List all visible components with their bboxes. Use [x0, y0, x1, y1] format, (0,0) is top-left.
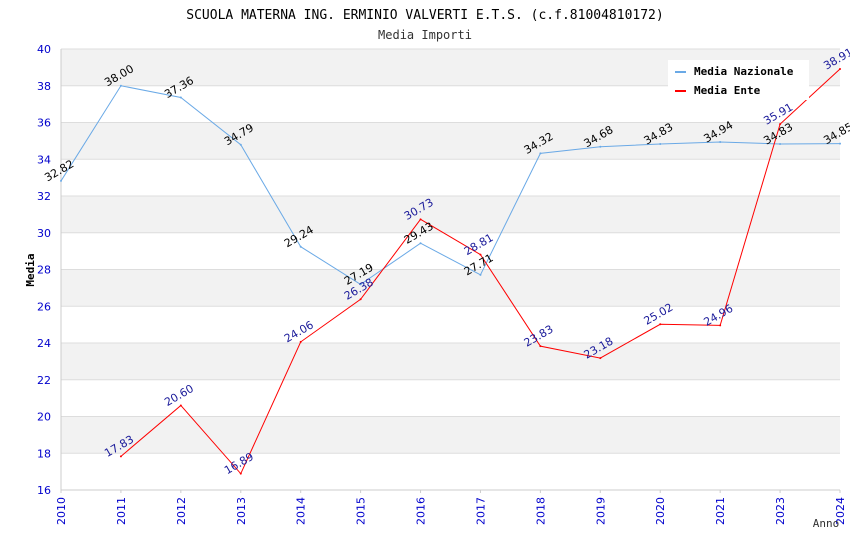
data-point-media-ente: [179, 404, 182, 407]
data-point-media-nazionale: [839, 142, 841, 145]
y-tick-label: 16: [37, 484, 51, 497]
y-tick-label: 24: [37, 337, 51, 350]
x-axis-ticks: 2010 2011 2012 2013 2014 2015 2016 2017 2018 2019…: [55, 490, 847, 525]
y-tick-label: 34: [37, 153, 51, 166]
data-point-media-nazionale: [179, 96, 182, 99]
data-point-media-ente: [659, 323, 662, 326]
data-point-media-ente: [119, 455, 122, 458]
data-point-media-nazionale: [779, 142, 782, 145]
data-point-media-ente: [479, 253, 482, 256]
legend: Media Nazionale Media Ente: [668, 60, 809, 100]
data-point-media-nazionale: [479, 273, 482, 276]
plot-band: [61, 343, 840, 380]
data-point-media-ente: [719, 324, 722, 327]
data-point-media-nazionale: [239, 143, 242, 146]
data-point-media-nazionale: [719, 140, 722, 143]
data-point-media-ente: [419, 218, 422, 221]
x-tick-label: 2012: [175, 497, 188, 525]
legend-box: [668, 60, 809, 100]
x-tick-label: 2018: [534, 497, 547, 525]
x-tick-label: 2011: [115, 497, 128, 525]
data-point-media-nazionale: [599, 145, 602, 148]
y-tick-label: 38: [37, 80, 51, 93]
x-tick-label: 2016: [415, 497, 428, 525]
plot-band: [61, 269, 840, 307]
y-tick-label: 32: [37, 190, 51, 203]
y-tick-label: 40: [37, 43, 51, 56]
y-tick-label: 30: [37, 227, 51, 240]
x-tick-label: 2013: [235, 497, 248, 525]
x-axis-label: Anno: [813, 517, 840, 530]
y-tick-label: 18: [37, 447, 51, 460]
y-tick-label: 28: [37, 264, 51, 277]
data-point-media-nazionale: [659, 142, 662, 145]
plot-band: [61, 196, 840, 233]
data-point-media-ente: [299, 340, 302, 343]
chart-subtitle: Media Importi: [378, 28, 472, 42]
x-tick-label: 2024: [834, 497, 847, 525]
legend-label-media-ente: Media Ente: [694, 84, 761, 97]
legend-label-media-nazionale: Media Nazionale: [694, 65, 794, 78]
x-tick-label: 2020: [654, 497, 667, 525]
data-point-media-ente: [539, 345, 542, 348]
y-tick-label: 22: [37, 374, 51, 387]
x-tick-label: 2023: [774, 497, 787, 525]
data-point-media-nazionale: [419, 242, 422, 245]
series-line-media-nazionale: [60, 85, 841, 285]
x-tick-label: 2017: [474, 497, 487, 525]
x-tick-label: 2015: [355, 497, 368, 525]
series-lines: [60, 68, 841, 475]
y-tick-label: 20: [37, 411, 51, 424]
data-point-media-ente: [599, 357, 602, 360]
x-tick-label: 2010: [55, 497, 68, 525]
x-tick-label: 2021: [714, 497, 727, 525]
y-tick-label: 26: [37, 300, 51, 313]
chart-title: SCUOLA MATERNA ING. ERMINIO VALVERTI E.T…: [186, 8, 663, 23]
x-tick-label: 2019: [594, 497, 607, 525]
data-point-media-nazionale: [359, 283, 362, 286]
data-point-media-ente: [779, 123, 782, 126]
data-point-media-nazionale: [119, 84, 122, 87]
data-point-media-ente: [839, 68, 841, 71]
plot-band: [61, 122, 840, 160]
y-axis-label: Media: [24, 253, 37, 286]
data-point-media-ente: [359, 298, 362, 301]
plot-band: [61, 416, 840, 454]
data-point-media-nazionale: [539, 152, 542, 155]
data-point-media-nazionale: [299, 245, 302, 248]
x-tick-label: 2014: [295, 497, 308, 525]
data-point-media-nazionale: [60, 179, 62, 182]
data-point-media-ente: [239, 472, 242, 475]
y-tick-label: 36: [37, 117, 51, 130]
y-axis-ticks: 16 18 20 22 24 26 28 30 32 34 36 38 40: [37, 43, 51, 497]
